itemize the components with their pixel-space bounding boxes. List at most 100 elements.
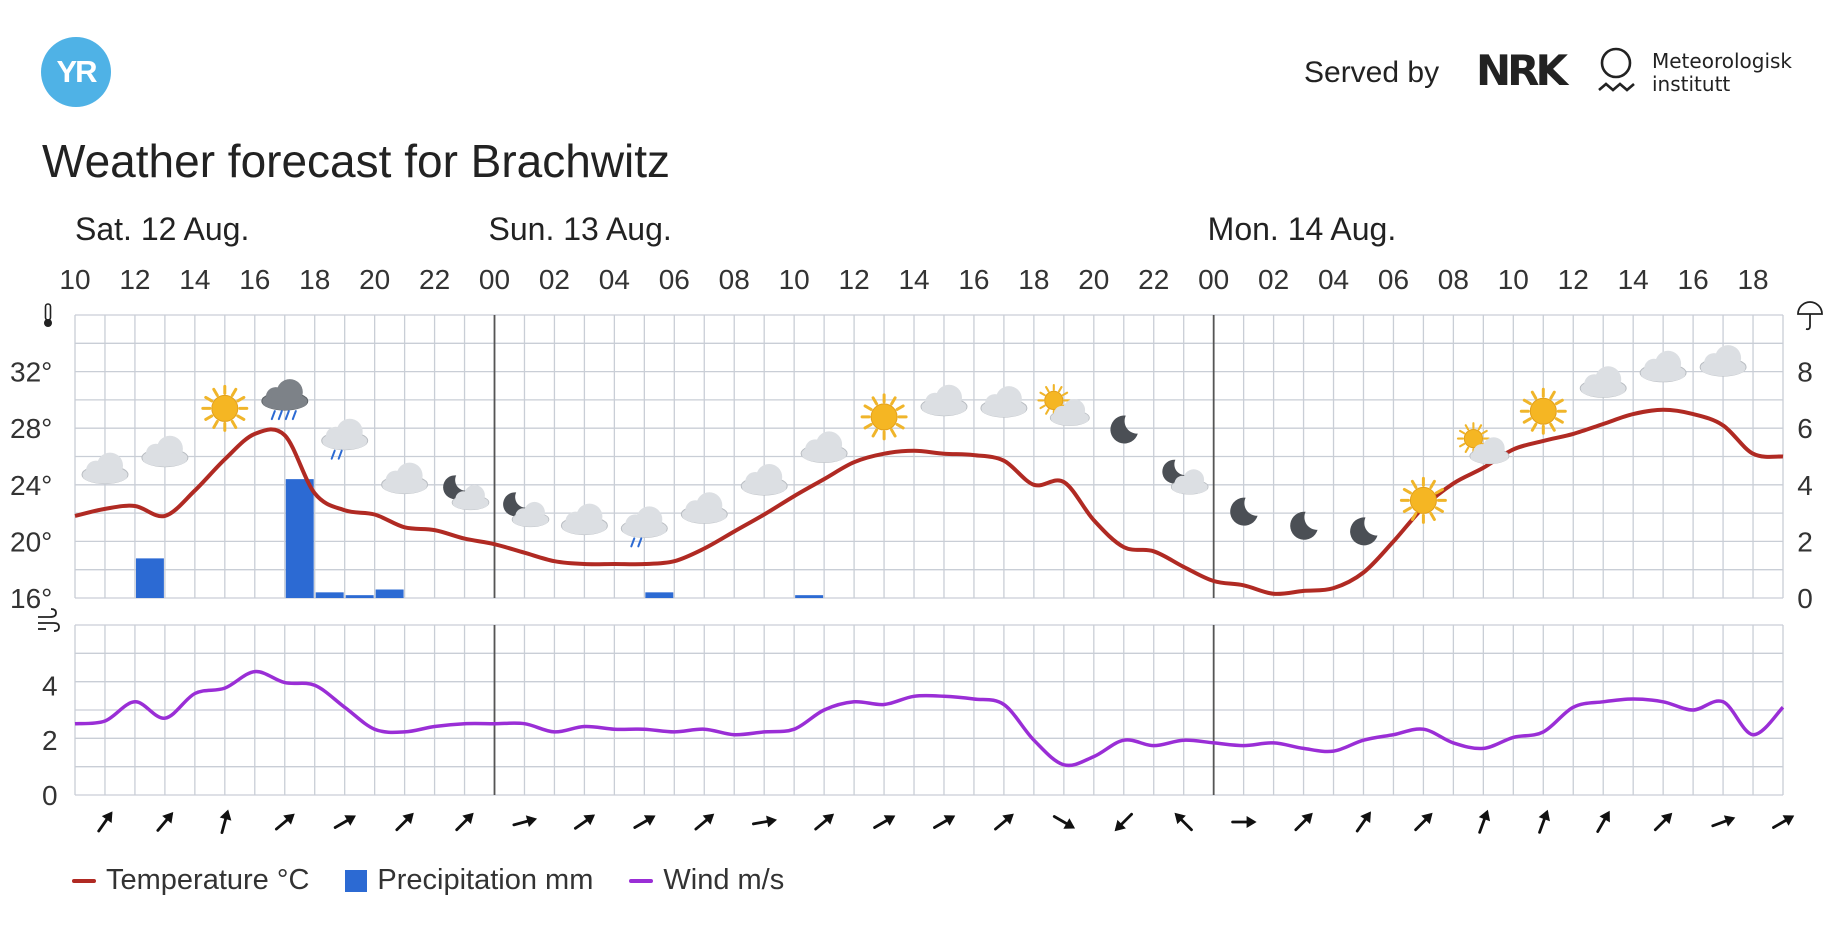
served-by-label: Served by bbox=[1304, 56, 1440, 89]
cloud-icon bbox=[920, 384, 968, 417]
day-label: Sat. 12 Aug. bbox=[75, 211, 249, 247]
weather-symbols bbox=[81, 345, 1747, 548]
wind-axis-ticks: 0 2 4 bbox=[42, 670, 58, 811]
sun-icon bbox=[201, 384, 249, 432]
nrk-logo[interactable]: NRK bbox=[1476, 46, 1568, 95]
hour-tick-label: 12 bbox=[119, 264, 150, 295]
hour-tick-label: 12 bbox=[839, 264, 870, 295]
cloud-icon bbox=[1579, 366, 1627, 398]
hour-tick-label: 20 bbox=[1078, 264, 1109, 295]
wind-tick-label: 2 bbox=[42, 725, 58, 756]
legend-item-precipitation: Precipitation mm bbox=[345, 864, 593, 897]
hour-tick-label: 02 bbox=[1258, 264, 1289, 295]
wind-arrow bbox=[694, 813, 715, 831]
light-rain-cloud-icon bbox=[321, 418, 369, 460]
hour-tick-label: 10 bbox=[779, 264, 810, 295]
legend-label-temperature: Temperature °C bbox=[106, 864, 310, 896]
met-name-line2: institutt bbox=[1652, 72, 1731, 96]
wind-arrow bbox=[873, 815, 896, 829]
wind-arrow bbox=[1538, 809, 1550, 834]
partly-cloudy-night-icon bbox=[1162, 459, 1209, 495]
temperature-tick-label: 32° bbox=[10, 357, 52, 388]
wind-arrow bbox=[1294, 812, 1313, 832]
moon-icon bbox=[1230, 497, 1258, 526]
wind-grid bbox=[74, 624, 1784, 796]
hour-tick-label: 04 bbox=[599, 264, 630, 295]
page-title: Weather forecast for Brachwitz bbox=[42, 135, 671, 187]
legend-item-wind: Wind m/s bbox=[629, 864, 784, 897]
wind-arrow bbox=[1711, 815, 1736, 828]
hour-tick-label: 00 bbox=[1198, 264, 1229, 295]
chart-legend: Temperature °C Precipitation mm Wind m/s bbox=[72, 864, 820, 897]
legend-label-wind: Wind m/s bbox=[663, 864, 785, 896]
met-institute-logo-text: Meteorologisk institutt bbox=[1652, 50, 1792, 96]
partly-cloudy-night-icon bbox=[443, 475, 490, 511]
wind-arrow bbox=[395, 812, 414, 832]
cloud-icon bbox=[680, 492, 728, 524]
cloud-icon bbox=[1699, 345, 1747, 377]
partly-cloudy-day-icon bbox=[1456, 422, 1510, 465]
hour-tick-label: 00 bbox=[479, 264, 510, 295]
hour-tick-label: 10 bbox=[59, 264, 90, 295]
wind-arrow bbox=[455, 812, 474, 832]
yr-logo[interactable]: YR bbox=[41, 37, 111, 107]
cloud-icon bbox=[1639, 350, 1687, 383]
wind-arrow bbox=[751, 815, 778, 828]
moon-icon bbox=[1350, 517, 1378, 546]
hour-tick-label: 16 bbox=[239, 264, 270, 295]
precipitation-bar bbox=[645, 592, 674, 598]
wind-arrow bbox=[156, 812, 174, 832]
met-institute-icon[interactable] bbox=[1596, 46, 1640, 102]
temperature-tick-label: 20° bbox=[10, 526, 52, 557]
precipitation-tick-label: 8 bbox=[1797, 357, 1813, 388]
hour-tick-label: 16 bbox=[1678, 264, 1709, 295]
wind-arrow bbox=[512, 815, 538, 828]
hour-tick-label: 06 bbox=[659, 264, 690, 295]
hour-tick-label: 20 bbox=[359, 264, 390, 295]
legend-swatch-precipitation bbox=[345, 869, 368, 892]
partly-cloudy-day-icon bbox=[1037, 383, 1090, 426]
precipitation-tick-label: 2 bbox=[1797, 526, 1813, 557]
temperature-tick-label: 16° bbox=[10, 583, 52, 614]
hour-tick-label: 14 bbox=[1618, 264, 1649, 295]
precipitation-tick-label: 0 bbox=[1797, 583, 1813, 614]
wind-arrow bbox=[1231, 816, 1257, 828]
day-label: Sun. 13 Aug. bbox=[489, 211, 672, 247]
wind-arrow bbox=[1052, 815, 1076, 829]
forecast-chart: Sat. 12 Aug. Sun. 13 Aug. Mon. 14 Aug. 10 1… bbox=[10, 211, 1823, 835]
wind-arrow bbox=[814, 813, 835, 831]
temperature-tick-label: 28° bbox=[10, 413, 52, 444]
wind-arrow bbox=[1596, 810, 1610, 833]
precipitation-bar bbox=[285, 479, 314, 598]
day-labels: Sat. 12 Aug. Sun. 13 Aug. Mon. 14 Aug. bbox=[75, 211, 1396, 247]
hour-tick-label: 04 bbox=[1318, 264, 1349, 295]
precipitation-bar bbox=[135, 558, 164, 598]
precipitation-bar bbox=[345, 595, 374, 598]
wind-arrow bbox=[1355, 811, 1371, 833]
hour-tick-label: 08 bbox=[719, 264, 750, 295]
cloud-icon bbox=[560, 503, 608, 536]
thermometer-icon bbox=[44, 303, 52, 327]
precipitation-tick-label: 4 bbox=[1797, 470, 1813, 501]
cloud-icon bbox=[800, 431, 848, 463]
cloud-icon bbox=[141, 435, 189, 468]
wind-tick-label: 0 bbox=[42, 780, 58, 811]
precipitation-bars bbox=[135, 479, 824, 598]
day-label: Mon. 14 Aug. bbox=[1208, 211, 1397, 247]
wind-direction-arrows bbox=[97, 809, 1795, 835]
legend-item-temperature: Temperature °C bbox=[72, 864, 309, 897]
met-name-line1: Meteorologisk bbox=[1652, 49, 1793, 73]
hour-tick-label: 10 bbox=[1498, 264, 1529, 295]
partly-cloudy-night-icon bbox=[503, 492, 550, 528]
sun-icon bbox=[1399, 476, 1447, 524]
wind-arrow bbox=[933, 815, 956, 829]
legend-label-precipitation: Precipitation mm bbox=[377, 864, 594, 896]
yr-logo-text: YR bbox=[56, 54, 97, 89]
hour-tick-label: 18 bbox=[1737, 264, 1768, 295]
wind-series bbox=[74, 669, 1785, 768]
wind-line bbox=[74, 669, 1785, 768]
wind-arrow bbox=[994, 813, 1014, 831]
hour-tick-label: 22 bbox=[419, 264, 450, 295]
wind-tick-label: 4 bbox=[42, 670, 58, 701]
temperature-tick-label: 24° bbox=[10, 470, 52, 501]
